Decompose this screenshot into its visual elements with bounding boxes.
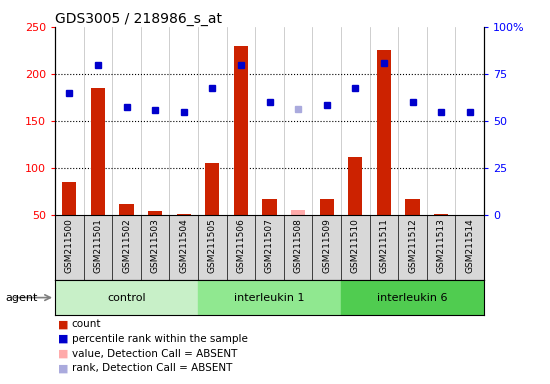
Text: interleukin 1: interleukin 1 — [234, 293, 305, 303]
Text: ■: ■ — [58, 319, 69, 329]
Text: agent: agent — [6, 293, 38, 303]
Text: GSM211514: GSM211514 — [465, 218, 474, 273]
Text: ■: ■ — [58, 363, 69, 373]
Text: interleukin 6: interleukin 6 — [377, 293, 448, 303]
Bar — [291, 210, 305, 215]
Text: ■: ■ — [58, 334, 69, 344]
Text: GSM211509: GSM211509 — [322, 218, 331, 273]
Text: count: count — [72, 319, 101, 329]
Text: GSM211500: GSM211500 — [65, 218, 74, 273]
Bar — [119, 204, 134, 215]
Bar — [234, 46, 248, 215]
Bar — [405, 199, 420, 215]
Text: GSM211512: GSM211512 — [408, 218, 417, 273]
Bar — [348, 157, 362, 215]
Bar — [198, 280, 341, 315]
Text: GSM211504: GSM211504 — [179, 218, 188, 273]
Text: GSM211501: GSM211501 — [94, 218, 102, 273]
Bar — [377, 50, 391, 215]
Text: GDS3005 / 218986_s_at: GDS3005 / 218986_s_at — [55, 12, 222, 26]
Text: GSM211511: GSM211511 — [379, 218, 388, 273]
Text: GSM211505: GSM211505 — [208, 218, 217, 273]
Text: control: control — [107, 293, 146, 303]
Text: value, Detection Call = ABSENT: value, Detection Call = ABSENT — [72, 349, 237, 359]
Bar — [341, 280, 484, 315]
Text: GSM211507: GSM211507 — [265, 218, 274, 273]
Text: GSM211506: GSM211506 — [236, 218, 245, 273]
Bar — [91, 88, 105, 215]
Text: GSM211502: GSM211502 — [122, 218, 131, 273]
Bar — [262, 199, 277, 215]
Bar — [148, 211, 162, 215]
Text: percentile rank within the sample: percentile rank within the sample — [72, 334, 248, 344]
Bar — [62, 182, 76, 215]
Bar — [205, 163, 219, 215]
Text: ■: ■ — [58, 349, 69, 359]
Bar — [177, 214, 191, 215]
Bar — [55, 280, 198, 315]
Text: GSM211503: GSM211503 — [151, 218, 160, 273]
Text: GSM211508: GSM211508 — [294, 218, 302, 273]
Text: GSM211513: GSM211513 — [437, 218, 446, 273]
Text: rank, Detection Call = ABSENT: rank, Detection Call = ABSENT — [72, 363, 232, 373]
Bar — [320, 199, 334, 215]
Bar — [434, 214, 448, 215]
Text: GSM211510: GSM211510 — [351, 218, 360, 273]
